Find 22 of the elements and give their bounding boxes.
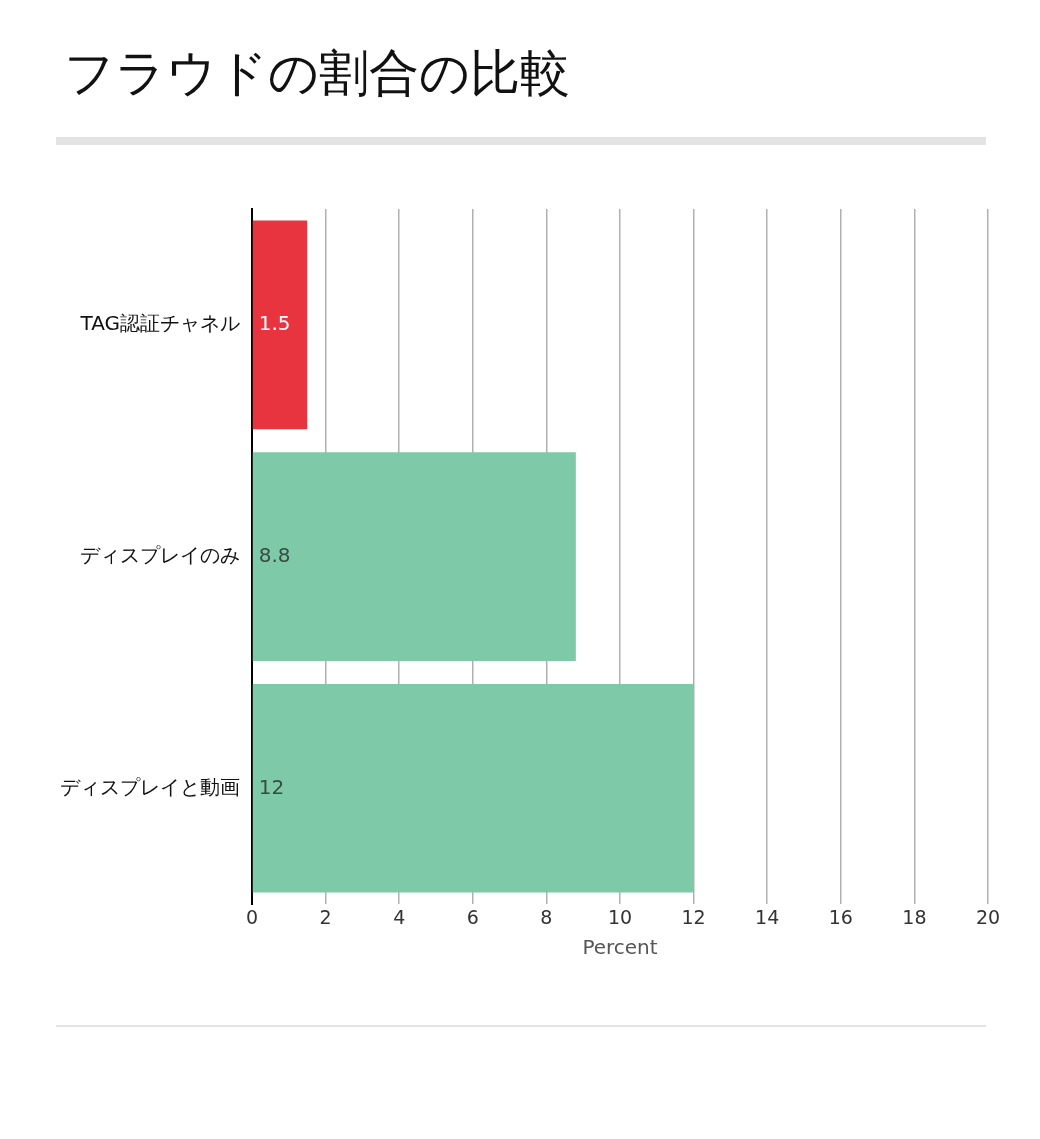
x-tick-label: 14 — [755, 905, 780, 928]
x-tick-label: 6 — [466, 905, 479, 928]
y-tick-label: ディスプレイと動画 — [60, 774, 240, 799]
x-tick-label: 10 — [607, 905, 633, 928]
y-tick-label: ディスプレイのみ — [80, 542, 240, 567]
y-tick-label: TAG認証チャネル — [79, 311, 240, 336]
bar — [252, 452, 576, 661]
x-tick-label: 16 — [828, 905, 853, 928]
x-tick-label: 2 — [319, 905, 332, 928]
x-tick-label: 12 — [681, 905, 706, 928]
data-label: 12 — [258, 774, 285, 799]
bar — [252, 220, 308, 430]
chart-title: フラウドの割合の比較 — [64, 43, 571, 104]
x-tick-label: 18 — [902, 905, 927, 928]
x-tick-label: 8 — [540, 905, 553, 928]
data-label: 1.5 — [258, 311, 291, 336]
x-axis-title: Percent — [582, 935, 658, 960]
x-tick-label: 4 — [393, 905, 406, 928]
x-tick-label: 20 — [975, 905, 1001, 928]
data-label: 8.8 — [258, 542, 291, 567]
bar — [252, 684, 694, 893]
x-tick-label: 0 — [245, 905, 259, 928]
